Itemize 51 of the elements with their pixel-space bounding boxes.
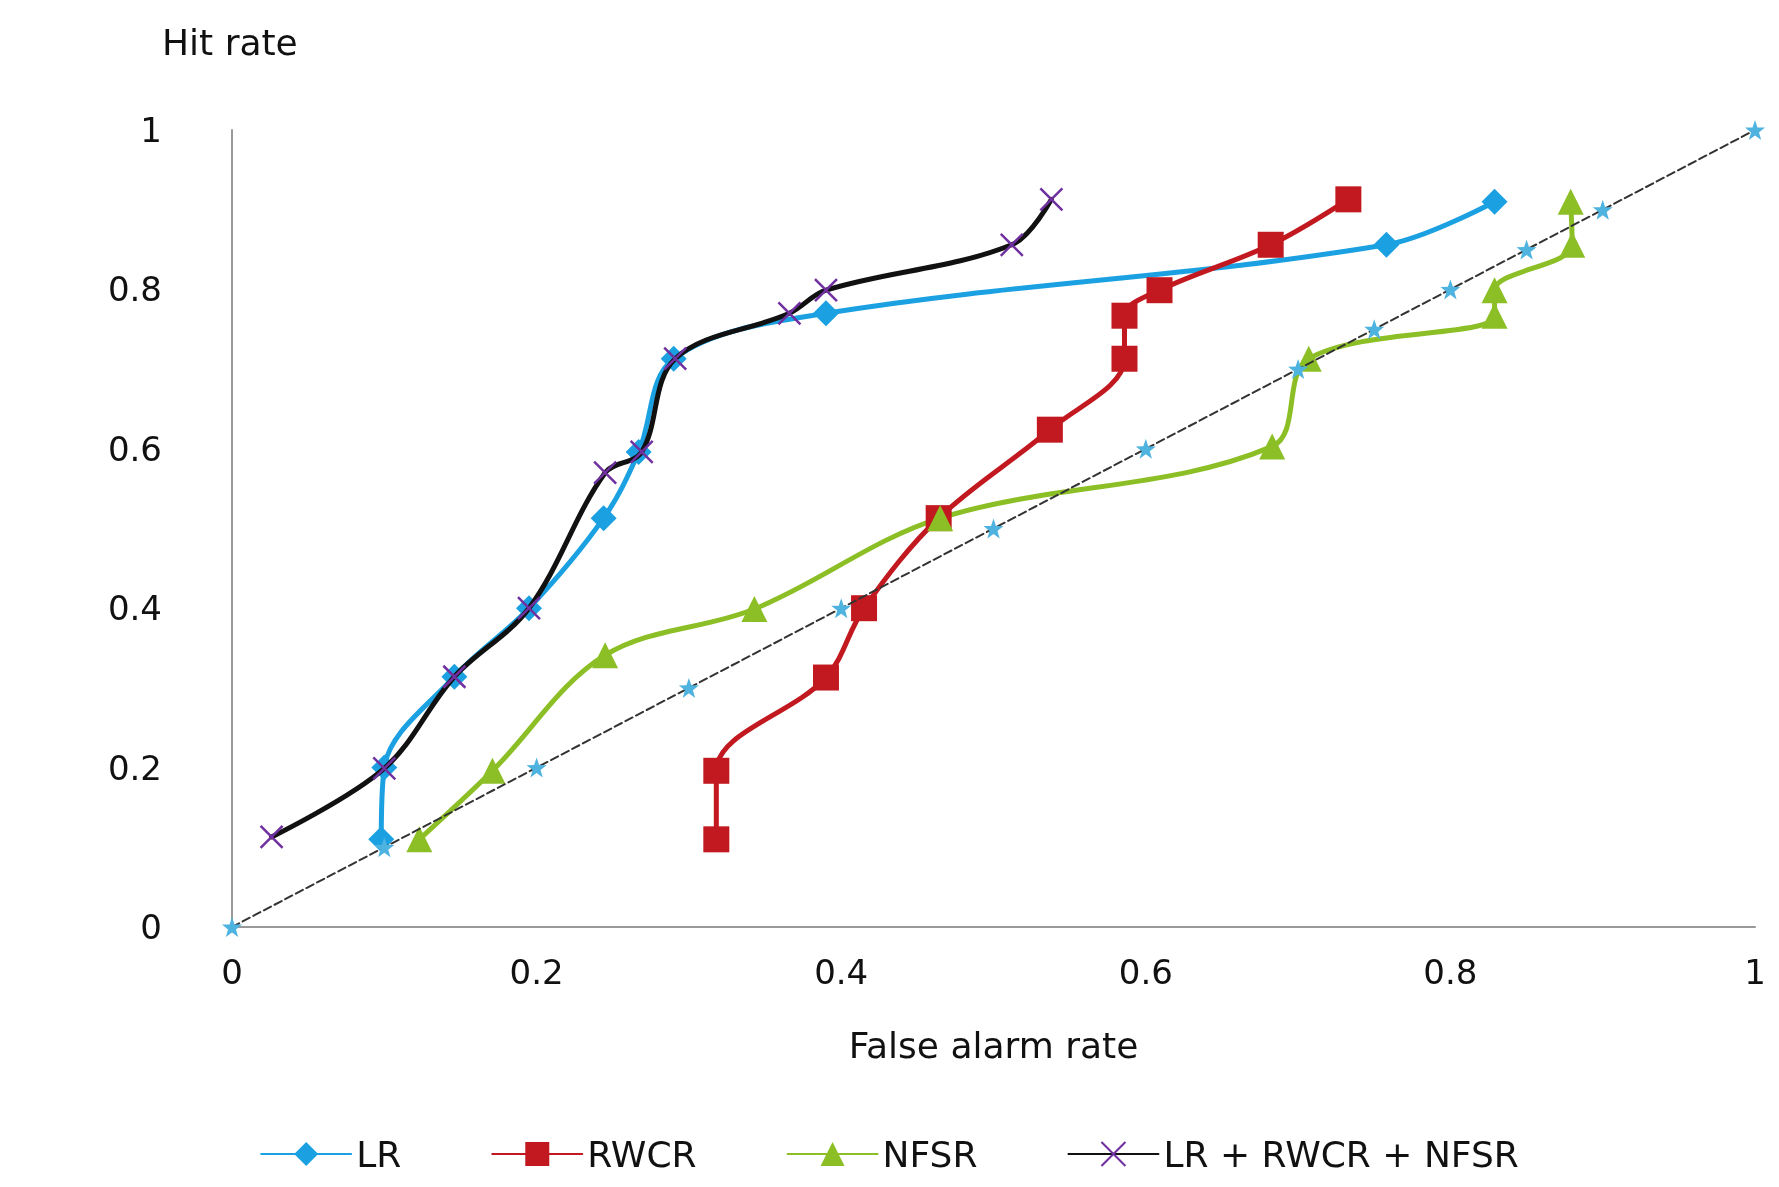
legend-label: LR xyxy=(356,1133,402,1175)
point xyxy=(406,826,433,853)
point xyxy=(1335,186,1362,213)
point xyxy=(1111,345,1138,372)
x-tick-label: 1 xyxy=(1744,952,1766,992)
legend-label: LR + RWCR + NFSR xyxy=(1163,1133,1519,1175)
point xyxy=(678,677,699,698)
point xyxy=(831,598,852,619)
point xyxy=(222,917,242,937)
point xyxy=(1257,231,1284,258)
point xyxy=(703,826,730,853)
point xyxy=(1135,438,1156,459)
point xyxy=(703,757,730,784)
point xyxy=(1111,302,1138,329)
point xyxy=(741,596,768,622)
point xyxy=(1592,199,1613,220)
point xyxy=(851,595,878,622)
point xyxy=(1036,416,1063,443)
point xyxy=(1481,188,1508,215)
point xyxy=(1146,277,1173,304)
point xyxy=(1557,188,1584,215)
point xyxy=(983,518,1004,539)
x-tick-label: 0.8 xyxy=(1423,952,1478,992)
point xyxy=(1440,279,1461,300)
point xyxy=(1259,433,1286,460)
y-tick-label: 1 xyxy=(140,110,162,150)
y-tick-label: 0.8 xyxy=(107,269,162,310)
legend-label: RWCR xyxy=(587,1133,697,1175)
point xyxy=(592,642,619,669)
x-axis-title: False alarm rate xyxy=(848,1024,1139,1066)
y-tick-label: 0.6 xyxy=(107,428,162,469)
y-tick-label: 0 xyxy=(140,907,162,947)
point xyxy=(526,757,547,778)
point xyxy=(1481,277,1508,304)
point xyxy=(1745,120,1765,140)
legend-label: NFSR xyxy=(882,1133,978,1175)
point xyxy=(1373,231,1400,258)
point xyxy=(812,300,839,327)
y-axis-title: Hit rate xyxy=(162,21,298,63)
y-tick-label: 0.2 xyxy=(107,747,162,788)
y-tick-label: 0.4 xyxy=(107,588,162,629)
x-tick-label: 0.6 xyxy=(1118,952,1173,992)
x-tick-label: 0 xyxy=(221,952,243,992)
x-tick-label: 0.4 xyxy=(814,952,869,992)
point xyxy=(812,664,839,691)
point xyxy=(1288,359,1309,380)
point xyxy=(590,505,617,532)
point xyxy=(1516,239,1537,260)
point xyxy=(1364,319,1385,340)
x-tick-label: 0.2 xyxy=(509,952,564,992)
point xyxy=(479,757,506,784)
